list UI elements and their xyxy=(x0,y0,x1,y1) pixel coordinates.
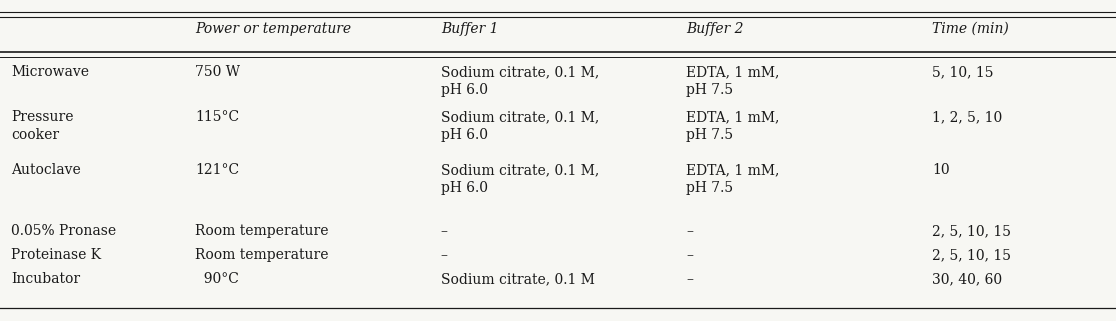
Text: 121°C: 121°C xyxy=(195,163,240,177)
Text: Autoclave: Autoclave xyxy=(11,163,80,177)
Text: Time (min): Time (min) xyxy=(932,22,1009,36)
Text: Pressure
cooker: Pressure cooker xyxy=(11,110,74,142)
Text: EDTA, 1 mM,
pH 7.5: EDTA, 1 mM, pH 7.5 xyxy=(686,110,780,142)
Text: Proteinase K: Proteinase K xyxy=(11,248,102,262)
Text: Power or temperature: Power or temperature xyxy=(195,22,352,36)
Text: 750 W: 750 W xyxy=(195,65,240,79)
Text: EDTA, 1 mM,
pH 7.5: EDTA, 1 mM, pH 7.5 xyxy=(686,65,780,97)
Text: –: – xyxy=(441,248,448,262)
Text: Room temperature: Room temperature xyxy=(195,224,329,238)
Text: 10: 10 xyxy=(932,163,950,177)
Text: 90°C: 90°C xyxy=(195,272,239,286)
Text: 0.05% Pronase: 0.05% Pronase xyxy=(11,224,116,238)
Text: Sodium citrate, 0.1 M,
pH 6.0: Sodium citrate, 0.1 M, pH 6.0 xyxy=(441,163,599,195)
Text: EDTA, 1 mM,
pH 7.5: EDTA, 1 mM, pH 7.5 xyxy=(686,163,780,195)
Text: Sodium citrate, 0.1 M: Sodium citrate, 0.1 M xyxy=(441,272,595,286)
Text: –: – xyxy=(686,248,693,262)
Text: 5, 10, 15: 5, 10, 15 xyxy=(932,65,993,79)
Text: Room temperature: Room temperature xyxy=(195,248,329,262)
Text: Buffer 2: Buffer 2 xyxy=(686,22,744,36)
Text: –: – xyxy=(686,272,693,286)
Text: –: – xyxy=(441,224,448,238)
Text: Microwave: Microwave xyxy=(11,65,89,79)
Text: Incubator: Incubator xyxy=(11,272,80,286)
Text: Sodium citrate, 0.1 M,
pH 6.0: Sodium citrate, 0.1 M, pH 6.0 xyxy=(441,110,599,142)
Text: –: – xyxy=(686,224,693,238)
Text: 2, 5, 10, 15: 2, 5, 10, 15 xyxy=(932,224,1011,238)
Text: 115°C: 115°C xyxy=(195,110,240,124)
Text: Buffer 1: Buffer 1 xyxy=(441,22,499,36)
Text: 30, 40, 60: 30, 40, 60 xyxy=(932,272,1002,286)
Text: 1, 2, 5, 10: 1, 2, 5, 10 xyxy=(932,110,1002,124)
Text: Sodium citrate, 0.1 M,
pH 6.0: Sodium citrate, 0.1 M, pH 6.0 xyxy=(441,65,599,97)
Text: 2, 5, 10, 15: 2, 5, 10, 15 xyxy=(932,248,1011,262)
